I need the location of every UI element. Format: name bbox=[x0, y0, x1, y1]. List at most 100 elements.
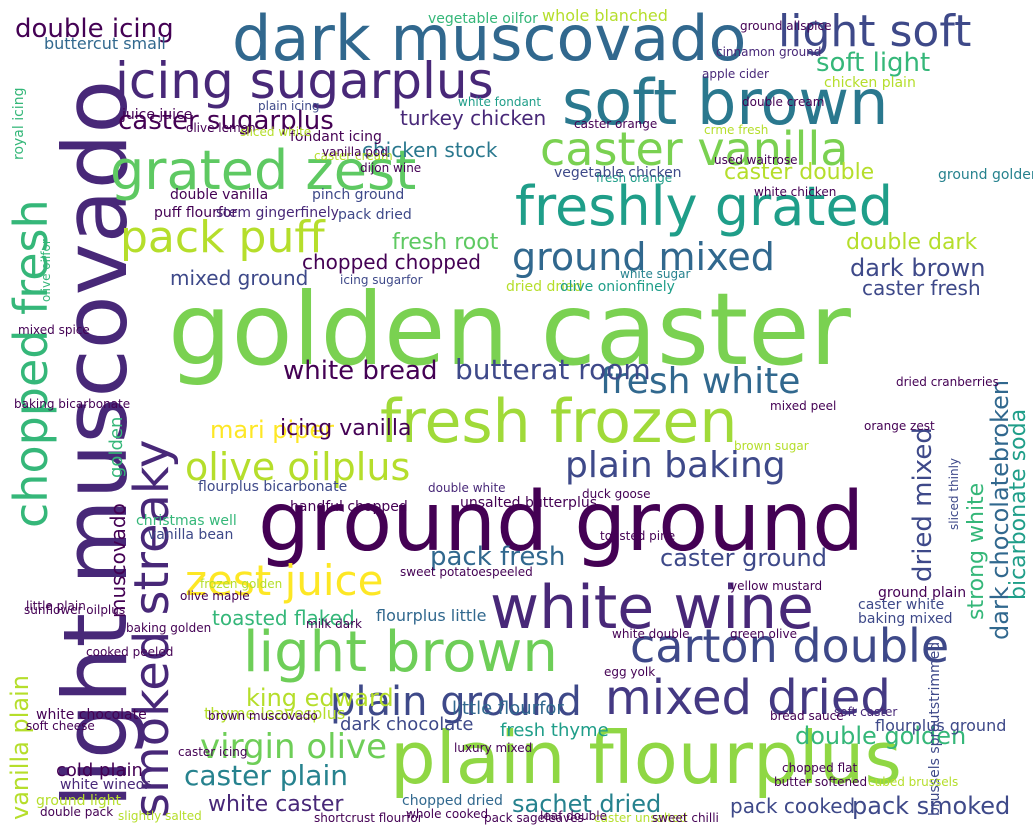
word: grated zest bbox=[110, 139, 417, 202]
word: sunflower oilplus bbox=[24, 603, 126, 617]
word: caster vanilla bbox=[540, 122, 849, 176]
word: ground allspice bbox=[740, 19, 832, 33]
word: mixed spice bbox=[18, 323, 90, 337]
word: thyme leavesplus bbox=[204, 704, 346, 723]
word: olive onionfinely bbox=[560, 279, 675, 295]
word: white fondant bbox=[458, 95, 542, 109]
word: caster ground bbox=[660, 544, 827, 572]
word: baking golden bbox=[126, 621, 212, 635]
word: cold plain bbox=[56, 760, 143, 781]
word: caster double bbox=[724, 160, 875, 185]
word: icing sugarfor bbox=[340, 273, 423, 287]
word: dark brown bbox=[850, 254, 986, 282]
word: mixed peel bbox=[770, 399, 837, 413]
word: pack sageleaves bbox=[484, 811, 584, 825]
word: mari piper bbox=[210, 416, 335, 444]
word: vanilla pod bbox=[322, 145, 388, 159]
word: duck goose bbox=[582, 487, 651, 501]
word: unsalted butterplus bbox=[460, 495, 597, 511]
word: ground mixed bbox=[512, 235, 775, 279]
word: vegetable chicken bbox=[554, 165, 682, 181]
word: double icing bbox=[15, 14, 174, 44]
word: soft light bbox=[816, 48, 931, 78]
word: light soft bbox=[778, 6, 972, 57]
word: chicken stock bbox=[362, 138, 498, 162]
word: bread sauce bbox=[770, 709, 844, 723]
word: caster plain bbox=[184, 759, 348, 792]
word: turkey chicken bbox=[400, 106, 547, 130]
word: white sugar bbox=[620, 267, 691, 281]
word: icing sugarplus bbox=[115, 52, 494, 110]
word: olive oilplus bbox=[185, 445, 411, 489]
word: flourplus little bbox=[376, 606, 487, 625]
word: olive oilfor bbox=[39, 239, 53, 302]
word: caster cream bbox=[314, 149, 393, 163]
word: carton double bbox=[630, 619, 950, 673]
word: pack fresh bbox=[430, 542, 566, 572]
word: chicken plain bbox=[824, 75, 916, 91]
word: dried mixed bbox=[908, 427, 938, 582]
word: fresh root bbox=[392, 230, 499, 255]
word: sweet potatoespeeled bbox=[400, 565, 533, 579]
word: pack puff bbox=[120, 212, 325, 263]
word: milk dark bbox=[306, 617, 362, 631]
word: white caster bbox=[208, 792, 344, 817]
word: plain ground bbox=[330, 679, 582, 725]
word: soft caster bbox=[834, 705, 898, 719]
word: dark muscovado bbox=[232, 2, 747, 75]
word: pack dried bbox=[338, 207, 412, 223]
word: golden bbox=[106, 416, 127, 478]
word: ground golden bbox=[938, 167, 1033, 183]
word: double cream bbox=[742, 95, 825, 109]
word: flourplus ground bbox=[875, 716, 1007, 735]
word: luxury mixed bbox=[454, 741, 533, 755]
word: white chicken bbox=[754, 185, 837, 199]
word: vanilla plain bbox=[6, 675, 34, 820]
word: leaf double bbox=[540, 809, 608, 823]
word: sachet dried bbox=[512, 790, 662, 818]
word: pack smoked bbox=[852, 792, 1011, 820]
word: toasted flaked bbox=[212, 606, 355, 630]
word: double golden bbox=[795, 722, 967, 750]
word: soft brown bbox=[562, 66, 889, 139]
word: whole cooked bbox=[406, 807, 489, 821]
word: toasted pine bbox=[600, 529, 676, 543]
word: strong white bbox=[964, 482, 989, 620]
word: fresh orange bbox=[596, 171, 673, 185]
word: double white bbox=[428, 481, 506, 495]
word: used waitrose bbox=[714, 153, 798, 167]
word: butter softened bbox=[774, 775, 868, 789]
word: muscovado bbox=[106, 503, 130, 618]
word: caster fresh bbox=[862, 276, 981, 300]
word: crme fresh bbox=[704, 123, 769, 137]
word: brown sugar bbox=[734, 439, 809, 453]
word: double dark bbox=[846, 230, 978, 255]
word: caster orange bbox=[574, 117, 658, 131]
word: caster sugarplus bbox=[118, 106, 334, 136]
word: white double bbox=[612, 627, 690, 641]
word: double pack bbox=[40, 805, 114, 819]
word: chopped dried bbox=[402, 793, 503, 809]
word: cooked peeled bbox=[86, 645, 174, 659]
word: puff flourfor bbox=[154, 205, 238, 221]
word: virgin olive bbox=[200, 727, 388, 767]
word: double vanilla bbox=[170, 187, 269, 203]
word: vanilla bean bbox=[148, 527, 234, 543]
word: olive maple bbox=[180, 589, 250, 603]
word: mixed ground bbox=[170, 266, 309, 290]
word: ground plain bbox=[878, 585, 967, 601]
word: egg yolk bbox=[604, 665, 656, 679]
word: white wineor bbox=[60, 777, 150, 793]
word: orange zest bbox=[864, 419, 935, 433]
word: fresh white bbox=[600, 361, 801, 402]
word: fondant icing bbox=[290, 129, 382, 145]
word: vegetable oilfor bbox=[428, 11, 538, 27]
word: plain baking bbox=[565, 445, 786, 486]
word: buttercut small bbox=[44, 34, 166, 53]
word: fresh frozen bbox=[380, 387, 738, 457]
word: cinnamon ground bbox=[716, 45, 822, 59]
word: dried dried bbox=[506, 279, 583, 295]
word: yellow mustard bbox=[730, 579, 823, 593]
word: royal icing bbox=[11, 87, 27, 160]
word: shortcrust flourfor bbox=[314, 811, 423, 825]
